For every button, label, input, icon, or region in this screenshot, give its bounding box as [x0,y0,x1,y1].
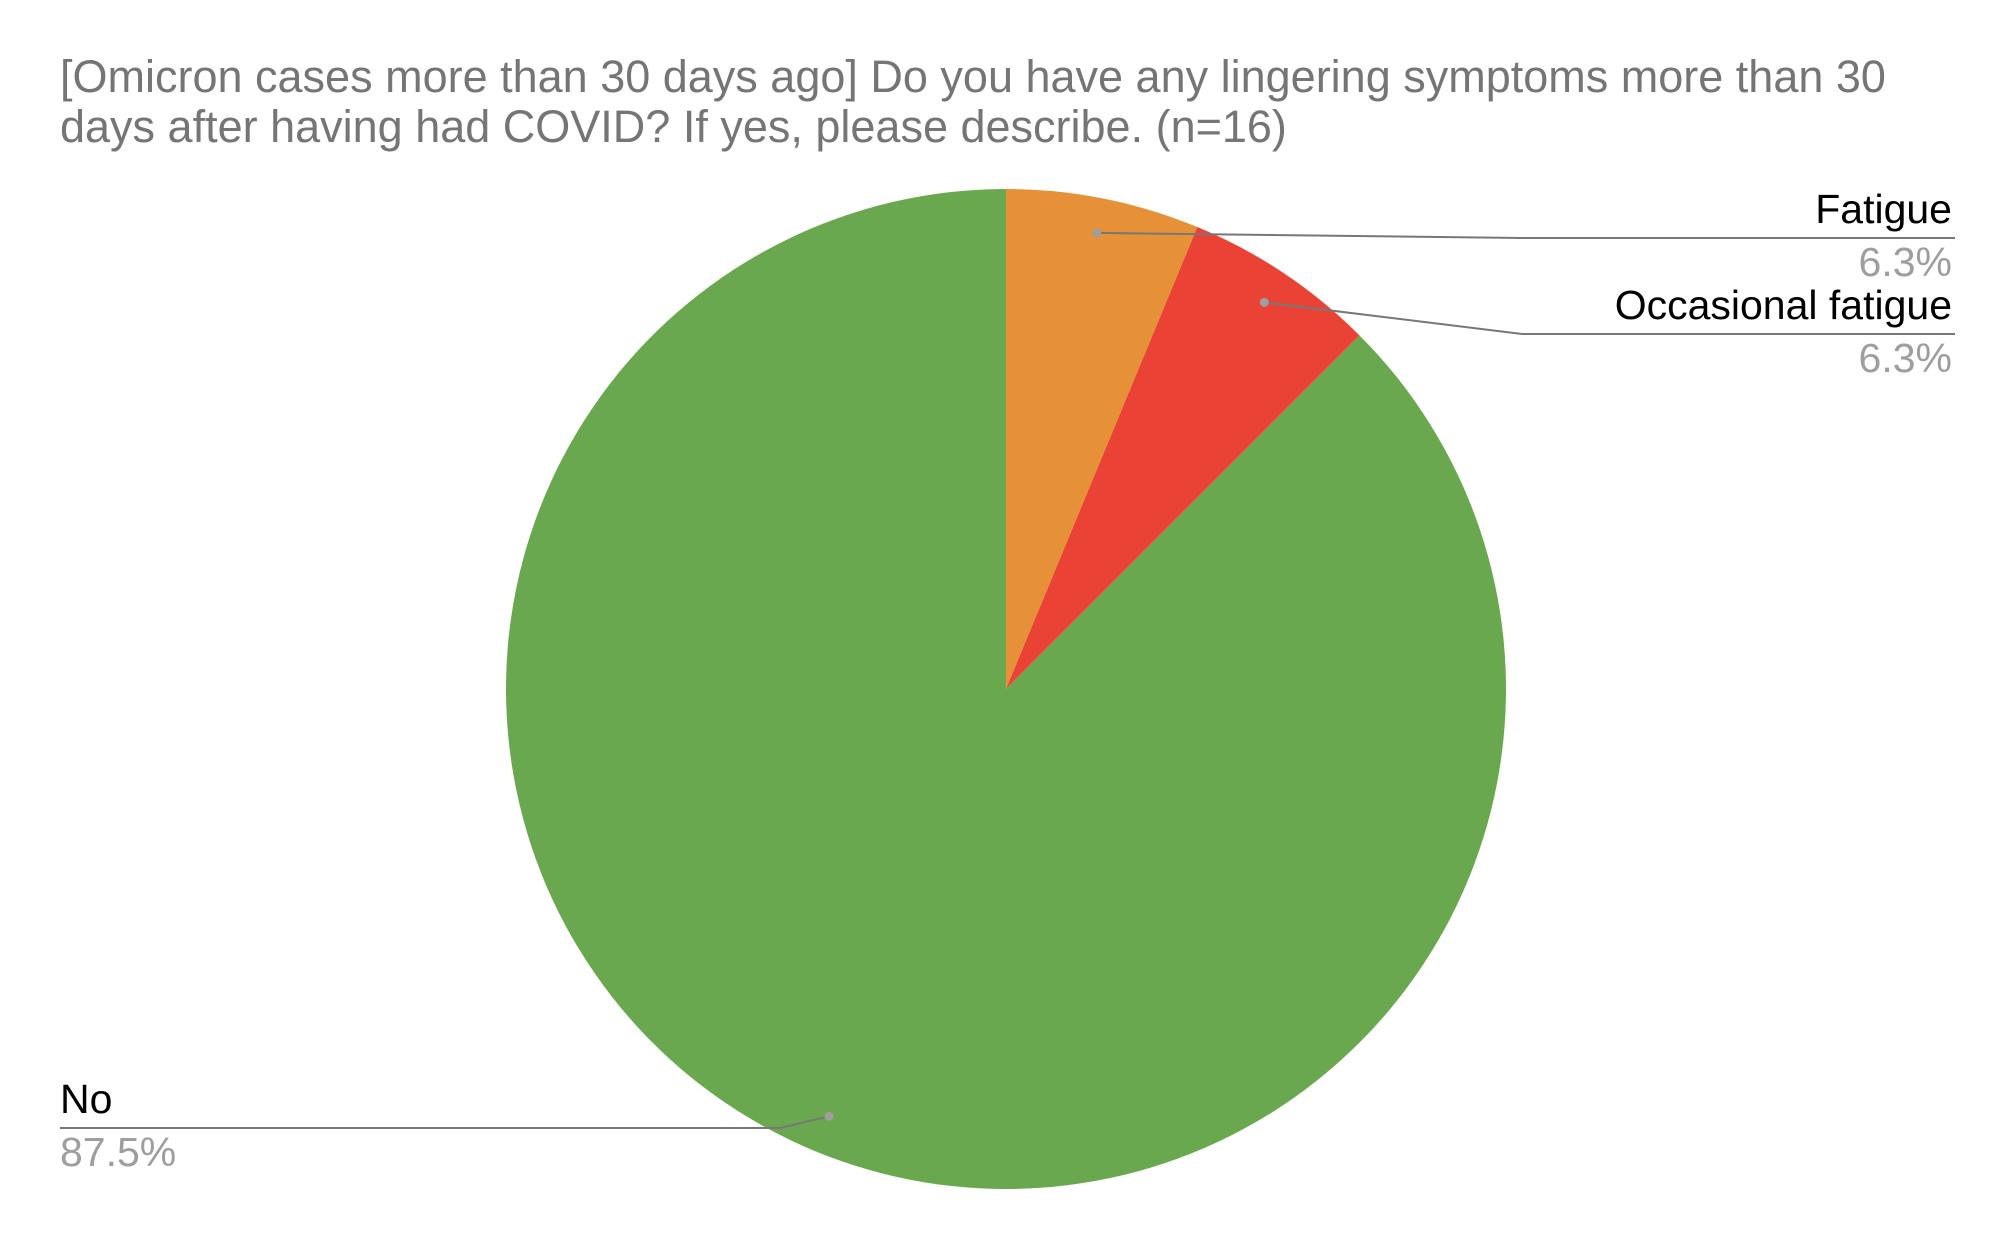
chart-title: [Omicron cases more than 30 days ago] Do… [60,51,1898,152]
leader-line-occasional-fatigue [1264,301,1955,335]
slice-label-no: No 87.5% [60,1076,176,1175]
slice-percent-no: 87.5% [60,1129,176,1175]
leader-dot-no [824,1111,834,1121]
slice-name-occasional-fatigue: Occasional fatigue [1615,282,1952,328]
pie-slice-no [505,189,1507,1189]
slice-percent-occasional-fatigue: 6.3% [1859,335,1952,381]
leader-line-fatigue [1096,231,1955,239]
pie-slices [505,189,1507,1189]
chart-title-line-2: days after having had COVID? If yes, ple… [60,101,1287,152]
leader-dot-occasional-fatigue [1259,297,1269,307]
leader-lines [60,228,1955,1129]
slice-percent-fatigue: 6.3% [1859,239,1952,285]
leader-dot-fatigue [1092,228,1102,238]
slice-label-fatigue: Fatigue 6.3% [1815,186,1952,285]
pie-slice-occasional-fatigue [1006,227,1360,689]
slice-name-no: No [60,1076,112,1122]
pie-slice-fatigue [1006,189,1198,689]
slice-name-fatigue: Fatigue [1815,186,1952,232]
leader-line-no [60,1115,830,1129]
slice-label-occasional-fatigue: Occasional fatigue 6.3% [1615,282,1952,381]
chart-title-line-1: [Omicron cases more than 30 days ago] Do… [60,51,1886,102]
